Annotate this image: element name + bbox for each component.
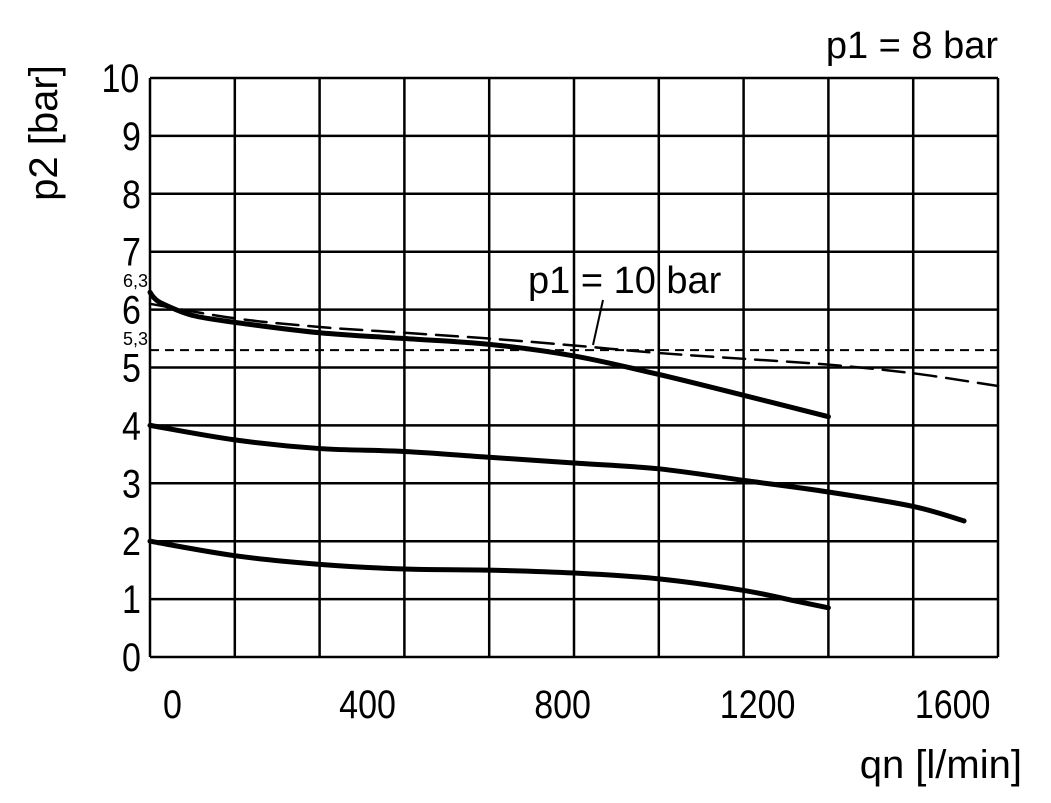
x-tick-label: 1600 [915,681,991,726]
series-layer [147,289,1000,611]
y-tick-label: 2 [122,519,141,564]
y-tick-label: 10 [101,55,139,100]
y-tick-label: 0 [122,634,141,679]
reference-label: 6,3 [123,271,148,291]
series-line-2 [147,422,967,524]
y-tick-label: 7 [122,229,141,274]
y-tick-labels: 0 1 2 3 4 5 6 7 8 9 10 [101,55,140,679]
y-axis-title: p2 [bar] [22,65,66,201]
series-line-1 [147,289,831,420]
series-line-p1-10-bar [148,302,1000,388]
y-tick-label: 4 [122,403,141,448]
x-axis-title: qn [l/min] [860,743,1022,787]
annotation-p1-10-bar: p1 = 10 bar [528,260,722,302]
y-tick-label: 8 [122,171,141,216]
y-tick-label: 6 [122,287,141,332]
x-tick-label: 1200 [720,681,796,726]
annotation-leader-line [592,299,604,346]
x-tick-label: 0 [163,681,182,726]
annotation-p1-8-bar: p1 = 8 bar [826,25,999,67]
y-tick-label: 5 [122,345,141,390]
reference-labels: 5,3 6,3 [123,271,148,349]
reference-label: 5,3 [123,329,148,349]
y-tick-label: 3 [122,461,141,506]
y-tick-label: 1 [122,576,141,621]
x-tick-label: 800 [534,681,591,726]
series-line-3 [147,538,831,611]
y-tick-label: 9 [122,113,141,158]
grid [148,76,1000,659]
x-tick-labels: 0400800120016002000 [163,681,991,726]
x-tick-label: 400 [339,681,396,726]
